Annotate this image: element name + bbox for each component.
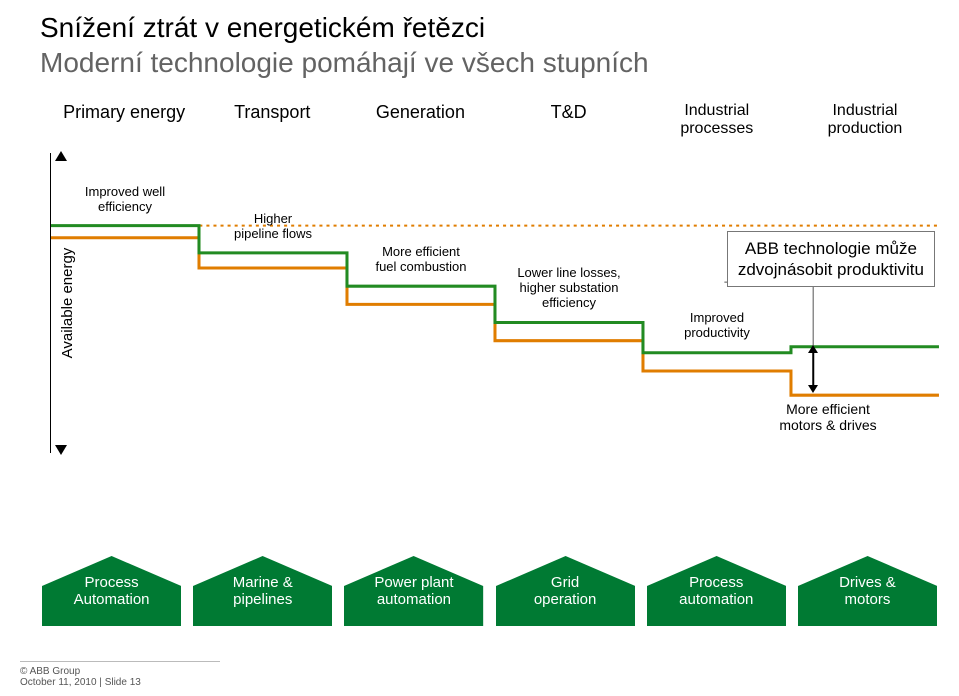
double-arrow-icon: [805, 345, 821, 393]
chart-area: Available energy Improved wellefficiency…: [40, 153, 939, 453]
footer-copyright: © ABB Group: [20, 666, 220, 677]
step-label: Higherpipeline flows: [203, 212, 343, 242]
hex-label: ProcessAutomation: [42, 556, 181, 626]
title-line-1: Snížení ztrát v energetickém řetězci: [40, 10, 939, 45]
stage-header-row: Primary energy Transport Generation T&D …: [50, 98, 939, 143]
chart: Improved wellefficiency Higherpipeline f…: [50, 153, 939, 453]
hex-label: Power plantautomation: [344, 556, 483, 626]
bottom-note: More efficientmotors & drives: [724, 401, 931, 433]
stage-label: Industrial production: [791, 98, 939, 143]
hex-button[interactable]: Gridoperation: [496, 556, 635, 626]
stage-label: T&D: [495, 98, 643, 143]
stage-label: Generation: [346, 98, 494, 143]
hex-button[interactable]: Marine &pipelines: [193, 556, 332, 626]
title-block: Snížení ztrát v energetickém řetězci Mod…: [40, 10, 939, 80]
hex-label: Drives &motors: [798, 556, 937, 626]
stage-label: Primary energy: [50, 98, 198, 143]
stage-label: Industrial processes: [643, 98, 791, 143]
slide: Snížení ztrát v energetickém řetězci Mod…: [0, 0, 959, 696]
hex-label: Marine &pipelines: [193, 556, 332, 626]
step-label: Improvedproductivity: [647, 311, 787, 341]
step-label: Lower line losses,higher substationeffic…: [499, 266, 639, 311]
hex-button[interactable]: Drives &motors: [798, 556, 937, 626]
hex-button[interactable]: ProcessAutomation: [42, 556, 181, 626]
hex-button-row: ProcessAutomation Marine &pipelines Powe…: [40, 556, 939, 636]
hex-label: Gridoperation: [496, 556, 635, 626]
footer: © ABB Group October 11, 2010 | Slide 13: [20, 661, 220, 688]
stage-label: Transport: [198, 98, 346, 143]
hex-label: Processautomation: [647, 556, 786, 626]
hex-button[interactable]: Processautomation: [647, 556, 786, 626]
footer-date: October 11, 2010 | Slide 13: [20, 677, 220, 688]
step-label: Improved wellefficiency: [55, 185, 195, 215]
title-line-2: Moderní technologie pomáhají ve všech st…: [40, 45, 939, 80]
step-label: More efficientfuel combustion: [351, 245, 491, 275]
hex-button[interactable]: Power plantautomation: [344, 556, 483, 626]
callout-box: ABB technologie můžezdvojnásobit produkt…: [727, 231, 935, 288]
